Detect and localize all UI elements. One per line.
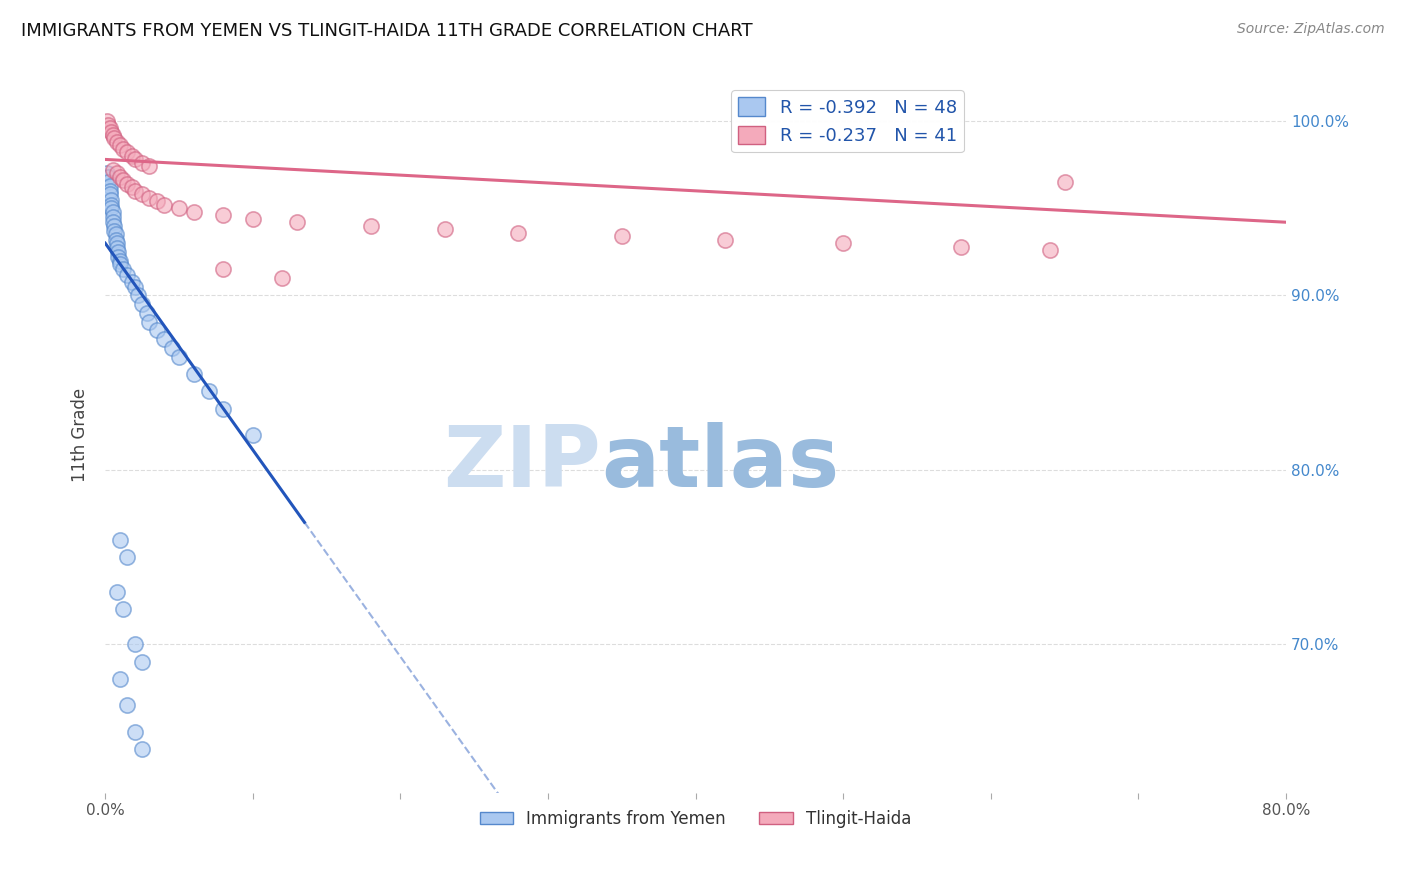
Point bbox=[117, 145, 139, 160]
Point bbox=[111, 142, 134, 156]
Point bbox=[108, 169, 131, 184]
Point bbox=[131, 655, 153, 669]
Point bbox=[103, 219, 125, 233]
Point bbox=[103, 224, 125, 238]
Point bbox=[97, 175, 120, 189]
Point bbox=[100, 124, 122, 138]
Point bbox=[127, 288, 149, 302]
Point bbox=[108, 533, 131, 547]
Point bbox=[714, 233, 737, 247]
Point bbox=[98, 187, 121, 202]
Point bbox=[101, 210, 124, 224]
Point bbox=[160, 341, 183, 355]
Point bbox=[111, 262, 134, 277]
Point bbox=[138, 191, 160, 205]
Point bbox=[131, 187, 153, 202]
Point bbox=[111, 173, 134, 187]
Legend: Immigrants from Yemen, Tlingit-Haida: Immigrants from Yemen, Tlingit-Haida bbox=[472, 803, 918, 834]
Point bbox=[98, 184, 121, 198]
Text: Source: ZipAtlas.com: Source: ZipAtlas.com bbox=[1237, 22, 1385, 37]
Point bbox=[104, 227, 127, 242]
Point bbox=[105, 236, 128, 251]
Point bbox=[242, 211, 264, 226]
Point bbox=[124, 184, 146, 198]
Point bbox=[124, 637, 146, 651]
Point bbox=[105, 585, 128, 599]
Point bbox=[117, 550, 139, 565]
Point bbox=[832, 236, 855, 251]
Point bbox=[167, 201, 190, 215]
Point bbox=[103, 131, 125, 145]
Point bbox=[131, 742, 153, 756]
Point bbox=[117, 268, 139, 282]
Point bbox=[433, 222, 456, 236]
Point bbox=[108, 673, 131, 687]
Point bbox=[96, 114, 118, 128]
Point bbox=[107, 244, 129, 259]
Point bbox=[197, 384, 219, 399]
Point bbox=[271, 271, 294, 285]
Text: IMMIGRANTS FROM YEMEN VS TLINGIT-HAIDA 11TH GRADE CORRELATION CHART: IMMIGRANTS FROM YEMEN VS TLINGIT-HAIDA 1… bbox=[21, 22, 752, 40]
Point bbox=[105, 241, 128, 255]
Point bbox=[98, 121, 121, 136]
Point bbox=[97, 169, 120, 184]
Point bbox=[101, 204, 124, 219]
Text: atlas: atlas bbox=[602, 422, 839, 505]
Point bbox=[108, 257, 131, 271]
Point bbox=[138, 315, 160, 329]
Point bbox=[285, 215, 308, 229]
Point bbox=[138, 160, 160, 174]
Point bbox=[121, 275, 143, 289]
Point bbox=[1039, 243, 1062, 257]
Point bbox=[124, 153, 146, 167]
Point bbox=[131, 156, 153, 170]
Point bbox=[100, 201, 122, 215]
Y-axis label: 11th Grade: 11th Grade bbox=[72, 388, 89, 482]
Point bbox=[146, 323, 169, 337]
Point bbox=[167, 350, 190, 364]
Point bbox=[124, 279, 146, 293]
Text: ZIP: ZIP bbox=[443, 422, 602, 505]
Point bbox=[107, 250, 129, 264]
Point bbox=[96, 166, 118, 180]
Point bbox=[508, 226, 530, 240]
Point bbox=[101, 215, 124, 229]
Point bbox=[610, 229, 633, 244]
Point bbox=[101, 128, 124, 142]
Point bbox=[183, 367, 205, 381]
Point bbox=[121, 180, 143, 194]
Point bbox=[117, 177, 139, 191]
Point bbox=[131, 297, 153, 311]
Point bbox=[101, 162, 124, 177]
Point bbox=[360, 219, 382, 233]
Point bbox=[146, 194, 169, 209]
Point bbox=[104, 233, 127, 247]
Point bbox=[105, 166, 128, 180]
Point bbox=[153, 198, 176, 212]
Point bbox=[212, 401, 235, 416]
Point bbox=[183, 204, 205, 219]
Point bbox=[124, 724, 146, 739]
Point bbox=[100, 193, 122, 207]
Point bbox=[117, 698, 139, 713]
Point bbox=[100, 198, 122, 212]
Point bbox=[242, 428, 264, 442]
Point bbox=[108, 138, 131, 153]
Point bbox=[105, 135, 128, 149]
Point bbox=[98, 178, 121, 193]
Point bbox=[97, 118, 120, 132]
Point bbox=[950, 240, 973, 254]
Point bbox=[153, 332, 176, 346]
Point bbox=[121, 149, 143, 163]
Point bbox=[1053, 175, 1076, 189]
Point bbox=[212, 262, 235, 277]
Point bbox=[135, 306, 157, 320]
Point bbox=[108, 253, 131, 268]
Point bbox=[212, 208, 235, 222]
Point bbox=[111, 602, 134, 616]
